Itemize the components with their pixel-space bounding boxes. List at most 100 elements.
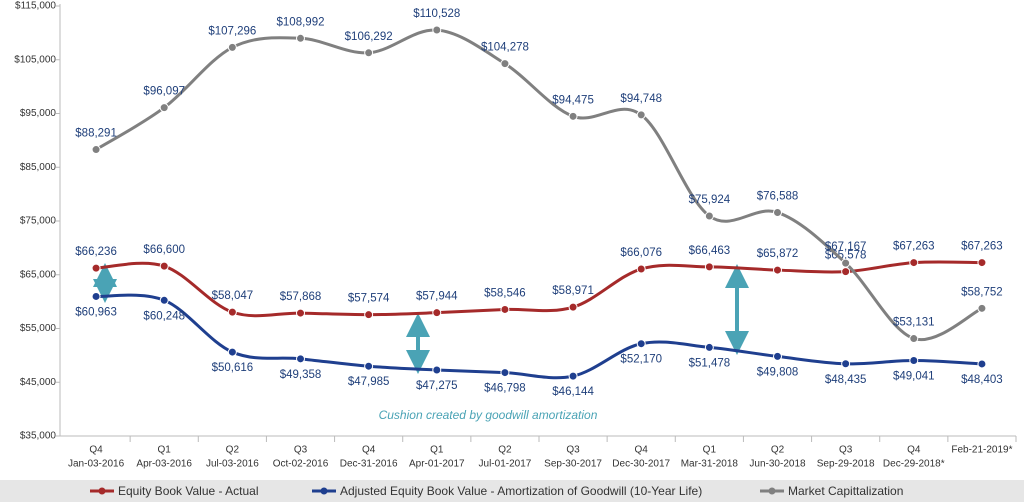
data-label: $58,047	[212, 290, 254, 302]
data-label: $48,403	[961, 374, 1003, 386]
data-label: $65,872	[757, 248, 799, 260]
data-point	[977, 359, 987, 369]
data-point	[432, 365, 442, 375]
data-label: $57,574	[348, 293, 390, 305]
data-point	[977, 303, 987, 313]
x-tick-label: Q3	[566, 445, 580, 456]
data-point	[364, 310, 374, 320]
data-label: $76,588	[757, 190, 799, 202]
data-label: $46,798	[484, 383, 526, 395]
data-point	[91, 263, 101, 273]
data-label: $60,963	[75, 306, 117, 318]
data-point	[841, 258, 851, 268]
y-tick-label: $95,000	[20, 108, 57, 119]
x-tick-label: Dec-30-2017	[612, 459, 670, 470]
data-label: $110,528	[413, 8, 460, 20]
data-label: $49,358	[280, 369, 322, 381]
data-label: $104,278	[481, 42, 529, 54]
data-point	[568, 371, 578, 381]
data-label: $96,097	[143, 86, 185, 98]
data-point	[909, 334, 919, 344]
y-tick-label: $35,000	[20, 431, 57, 442]
data-label: $106,292	[345, 31, 393, 43]
data-label: $57,944	[416, 291, 458, 303]
x-tick-label: Q4	[89, 445, 103, 456]
x-tick-label: Q2	[771, 445, 785, 456]
data-point	[159, 295, 169, 305]
data-label: $50,616	[212, 362, 254, 374]
data-point	[773, 207, 782, 217]
data-point	[296, 354, 305, 364]
data-label: $47,985	[348, 376, 390, 388]
legend-label: Equity Book Value - Actual	[118, 484, 259, 498]
annotation: Cushion created by goodwill amortization	[379, 408, 598, 422]
x-tick-label: Q3	[294, 445, 308, 456]
data-point	[841, 359, 851, 369]
data-point	[432, 25, 442, 35]
y-tick-label: $45,000	[20, 377, 57, 388]
data-label: $94,475	[552, 94, 594, 106]
y-tick-label: $65,000	[20, 269, 57, 280]
data-label: $66,463	[689, 245, 731, 257]
data-point	[91, 291, 101, 301]
data-label: $108,992	[277, 16, 325, 28]
data-point	[500, 304, 510, 314]
data-point	[773, 265, 782, 275]
data-label: $67,167	[825, 241, 867, 253]
legend-background	[0, 480, 1024, 502]
data-point	[909, 258, 919, 268]
data-point	[296, 308, 305, 318]
x-tick-label: Q4	[907, 445, 921, 456]
data-point	[91, 145, 101, 155]
data-point	[704, 211, 714, 221]
data-label: $49,041	[893, 371, 935, 383]
data-label: $57,868	[280, 291, 322, 303]
data-point	[841, 267, 851, 277]
data-label: $66,236	[75, 246, 117, 258]
x-tick-label: Q1	[703, 445, 717, 456]
data-label: $94,748	[620, 93, 662, 105]
data-label: $60,248	[143, 310, 185, 322]
data-label: $107,296	[208, 25, 256, 37]
data-point	[227, 347, 237, 357]
data-label: $51,478	[689, 357, 731, 369]
y-tick-label: $75,000	[20, 216, 57, 227]
data-point	[364, 48, 374, 58]
x-tick-label: Sep-30-2017	[544, 459, 602, 470]
x-tick-label: Jul-03-2016	[206, 459, 259, 470]
data-point	[159, 261, 169, 271]
x-tick-label: Jul-01-2017	[479, 459, 532, 470]
data-point	[296, 33, 305, 43]
data-label: $53,131	[893, 317, 935, 329]
legend-marker	[768, 487, 776, 495]
data-point	[704, 342, 714, 352]
x-tick-label: Q3	[839, 445, 853, 456]
x-tick-label: Oct-02-2016	[273, 459, 329, 470]
x-tick-label: Q1	[158, 445, 172, 456]
data-point	[636, 110, 646, 120]
legend-label: Adjusted Equity Book Value - Amortizatio…	[340, 484, 702, 498]
data-point	[500, 59, 510, 69]
data-label: $67,263	[893, 241, 935, 253]
data-label: $48,435	[825, 374, 867, 386]
x-tick-label: Q2	[498, 445, 512, 456]
data-point	[227, 42, 237, 52]
data-point	[568, 302, 578, 312]
data-point	[704, 262, 714, 272]
x-tick-label: Dec-31-2016	[340, 459, 398, 470]
legend-marker	[98, 487, 106, 495]
data-point	[227, 307, 237, 317]
data-point	[568, 111, 578, 121]
data-label: $75,924	[689, 194, 731, 206]
data-point	[636, 264, 646, 274]
x-tick-label: Sep-29-2018	[817, 459, 875, 470]
y-tick-label: $105,000	[14, 54, 56, 65]
data-point	[977, 258, 987, 268]
legend-marker	[320, 487, 328, 495]
data-label: $67,263	[961, 241, 1003, 253]
data-point	[773, 351, 782, 361]
x-tick-label: Q4	[635, 445, 649, 456]
data-point	[364, 361, 374, 371]
x-tick-label: Apr-01-2017	[409, 459, 465, 470]
y-tick-label: $85,000	[20, 162, 57, 173]
